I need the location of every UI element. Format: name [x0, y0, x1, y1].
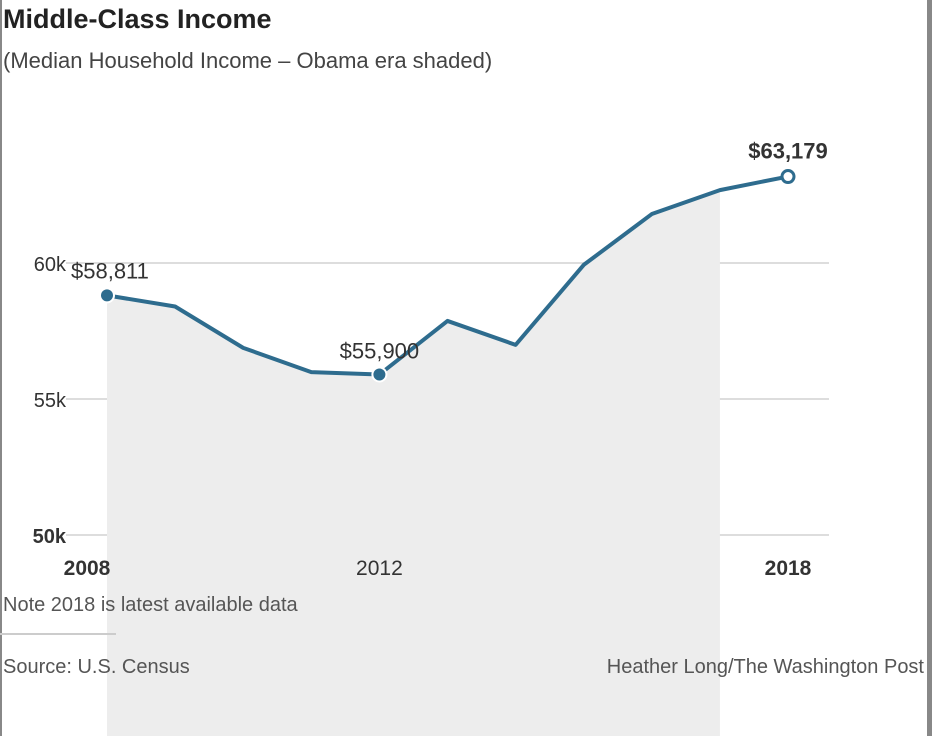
- note: Note 2018 is latest available data: [3, 594, 298, 616]
- x-tick-label: 2012: [356, 557, 403, 580]
- source: Source: U.S. Census: [3, 656, 190, 678]
- obama-era-shade: [107, 190, 720, 736]
- y-tick-label: 60k: [34, 254, 67, 276]
- divider: [0, 633, 116, 635]
- credit: Heather Long/The Washington Post: [606, 656, 924, 678]
- chart-subtitle: (Median Household Income – Obama era sha…: [3, 48, 493, 73]
- data-point-marker: [99, 287, 115, 304]
- chart-title: Middle-Class Income: [3, 4, 272, 34]
- right-border: [927, 0, 932, 736]
- data-label: $63,179: [748, 139, 828, 164]
- data-point-marker: [371, 366, 388, 383]
- y-tick-label: 50k: [33, 526, 67, 548]
- data-label: $58,811: [71, 258, 149, 283]
- x-tick-label: 2018: [765, 557, 812, 580]
- left-border: [0, 0, 2, 736]
- x-tick-label: 2008: [64, 557, 111, 580]
- y-tick-label: 55k: [34, 390, 67, 412]
- data-point-marker: [780, 169, 796, 185]
- data-label: $55,900: [340, 339, 420, 364]
- income-line: [106, 174, 789, 377]
